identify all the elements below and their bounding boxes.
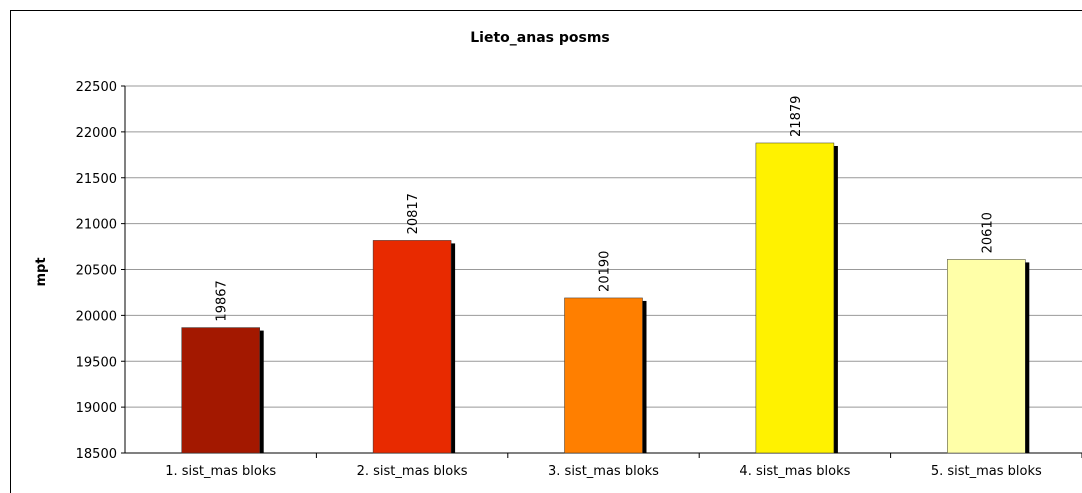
y-axis-label: mpt [34,257,49,286]
x-tick-label: 1. sist_mas bloks [165,464,276,479]
bar [564,297,643,454]
data-label: 20610 [980,212,995,253]
bar [755,142,835,454]
chart-title: Lieto_anas posms [470,30,610,46]
data-label: 20817 [406,193,421,234]
data-label: 19867 [215,280,230,321]
y-tick-label: 22500 [76,80,117,95]
y-tick-label: 18500 [76,447,117,462]
y-tick-label: 21500 [76,172,117,187]
y-tick-label: 20000 [76,309,117,324]
bar [181,327,260,454]
y-tick-label: 19500 [76,355,117,370]
y-tick-label: 22000 [76,126,117,141]
y-tick-label: 21000 [76,218,117,233]
data-label: 20190 [598,251,613,292]
x-tick-label: 3. sist_mas bloks [548,464,659,479]
x-tick-label: 4. sist_mas bloks [739,464,850,479]
y-tick-label: 20500 [76,264,117,279]
data-label: 21879 [789,96,804,137]
bar [947,259,1026,454]
bar [372,240,452,454]
x-tick-label: 2. sist_mas bloks [357,464,468,479]
x-tick-label: 5. sist_mas bloks [931,464,1042,479]
y-tick-label: 19000 [76,401,117,416]
chart-frame [10,10,1082,493]
